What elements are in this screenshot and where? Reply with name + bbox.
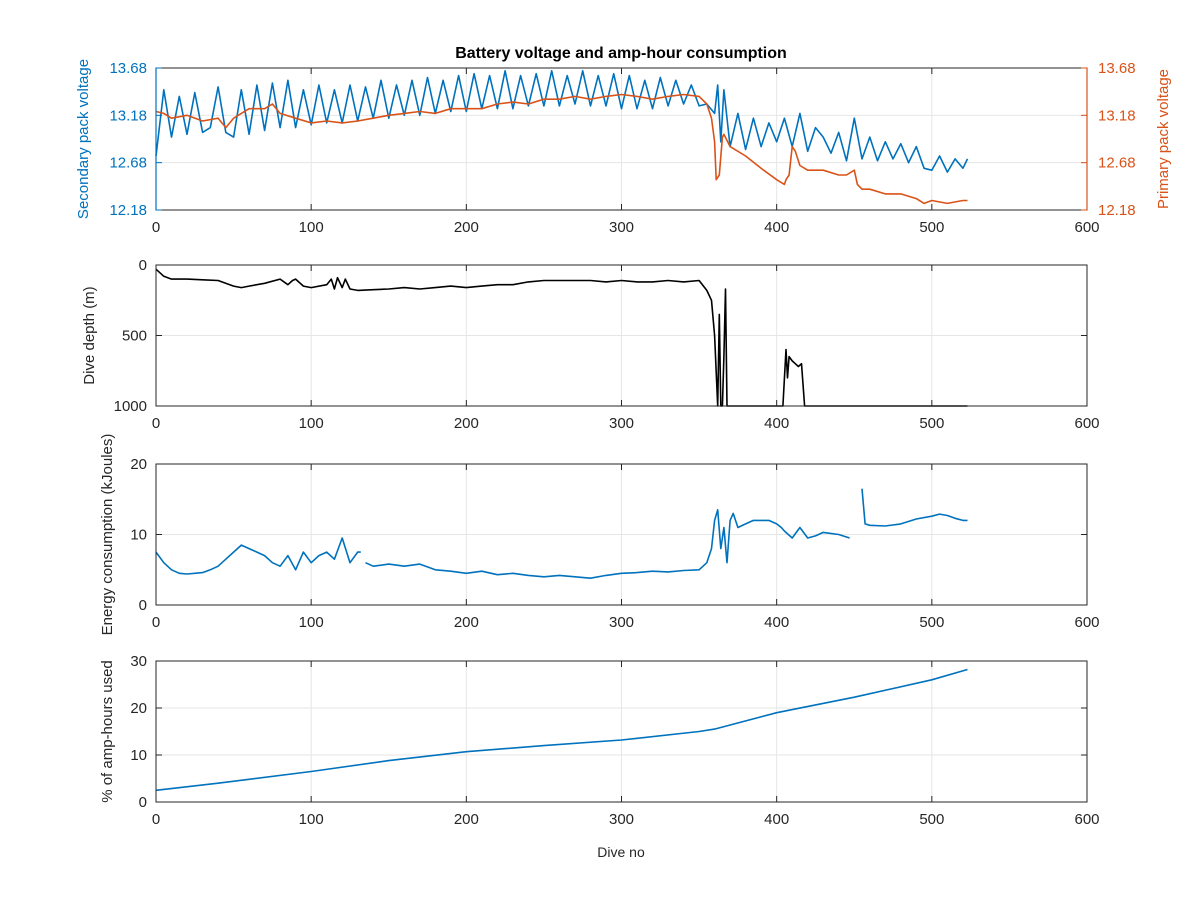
- x-tick-label: 400: [764, 415, 789, 432]
- x-tick-label: 600: [1074, 614, 1099, 631]
- x-tick-label: 100: [299, 811, 324, 828]
- y-tick-label: 10: [130, 527, 147, 544]
- y-tick-label: 10: [130, 747, 147, 764]
- y-tick-label: 13.18: [109, 107, 147, 124]
- panel-2: 0 100 200 300 400 500 600 0 500 1000 Dive depth (m…: [81, 257, 1100, 432]
- x-tick-label: 600: [1074, 415, 1099, 432]
- x-tick-label: 0: [152, 415, 160, 432]
- x-tick-label: 200: [454, 811, 479, 828]
- y-tick-label-right: 13.18: [1098, 107, 1136, 124]
- y-axis-label: Secondary pack voltage: [75, 59, 92, 219]
- y-tick-label: 12.68: [109, 155, 147, 172]
- x-tick-label: 100: [299, 614, 324, 631]
- y-tick-label: 20: [130, 456, 147, 473]
- series-line-seg2: [365, 508, 850, 580]
- x-tick-label: 300: [609, 415, 634, 432]
- y-axis-label: Dive depth (m): [81, 286, 98, 384]
- series-right-line: [155, 93, 968, 205]
- y-axis-label: % of amp-hours used: [99, 660, 116, 803]
- x-tick-label: 400: [764, 811, 789, 828]
- y-tick-label: 0: [139, 597, 147, 614]
- panel-3: 0 100 200 300 400 500 600 0 10 20 Energy consumpti…: [99, 434, 1100, 636]
- y-tick-label-right: 12.68: [1098, 155, 1136, 172]
- y-tick-label: 20: [130, 700, 147, 717]
- x-tick-label: 0: [152, 811, 160, 828]
- y-tick-label: 12.18: [109, 202, 147, 219]
- x-tick-label: 200: [454, 614, 479, 631]
- y-axis-label: Energy consumption (kJoules): [99, 434, 116, 636]
- x-tick-label: 500: [919, 614, 944, 631]
- x-tick-label: 400: [764, 219, 789, 236]
- y-tick-label: 0: [139, 794, 147, 811]
- y-tick-label-right: 12.18: [1098, 202, 1136, 219]
- y-tick-label-right: 13.68: [1098, 60, 1136, 77]
- series-line: [155, 668, 968, 792]
- y-axis-label-right: Primary pack voltage: [1155, 69, 1172, 209]
- series-left-line: [155, 70, 969, 173]
- x-tick-label: 0: [152, 219, 160, 236]
- y-tick-label: 1000: [114, 398, 147, 415]
- series-line: [155, 268, 968, 407]
- x-tick-label: 100: [299, 415, 324, 432]
- panel-4: 0 100 200 300 400 500 600 0 10 20 30 % of amp-hours…: [99, 653, 1100, 828]
- x-tick-label: 300: [609, 219, 634, 236]
- y-tick-label: 500: [122, 328, 147, 345]
- y-tick-label: 30: [130, 653, 147, 670]
- x-tick-label: 200: [454, 415, 479, 432]
- x-tick-label: 600: [1074, 811, 1099, 828]
- x-axis-label: Dive no: [597, 844, 645, 860]
- x-tick-label: 100: [299, 219, 324, 236]
- figure-title: Battery voltage and amp-hour consumption: [455, 45, 787, 62]
- y-tick-label: 13.68: [109, 60, 147, 77]
- x-tick-label: 500: [919, 219, 944, 236]
- x-tick-label: 600: [1074, 219, 1099, 236]
- x-tick-label: 0: [152, 614, 160, 631]
- x-tick-label: 300: [609, 811, 634, 828]
- series-line-seg3: [861, 488, 968, 527]
- y-tick-label: 0: [139, 257, 147, 274]
- x-tick-label: 300: [609, 614, 634, 631]
- x-tick-label: 200: [454, 219, 479, 236]
- x-tick-label: 500: [919, 811, 944, 828]
- x-tick-label: 400: [764, 614, 789, 631]
- x-tick-label: 500: [919, 415, 944, 432]
- series-line-seg1: [155, 537, 361, 575]
